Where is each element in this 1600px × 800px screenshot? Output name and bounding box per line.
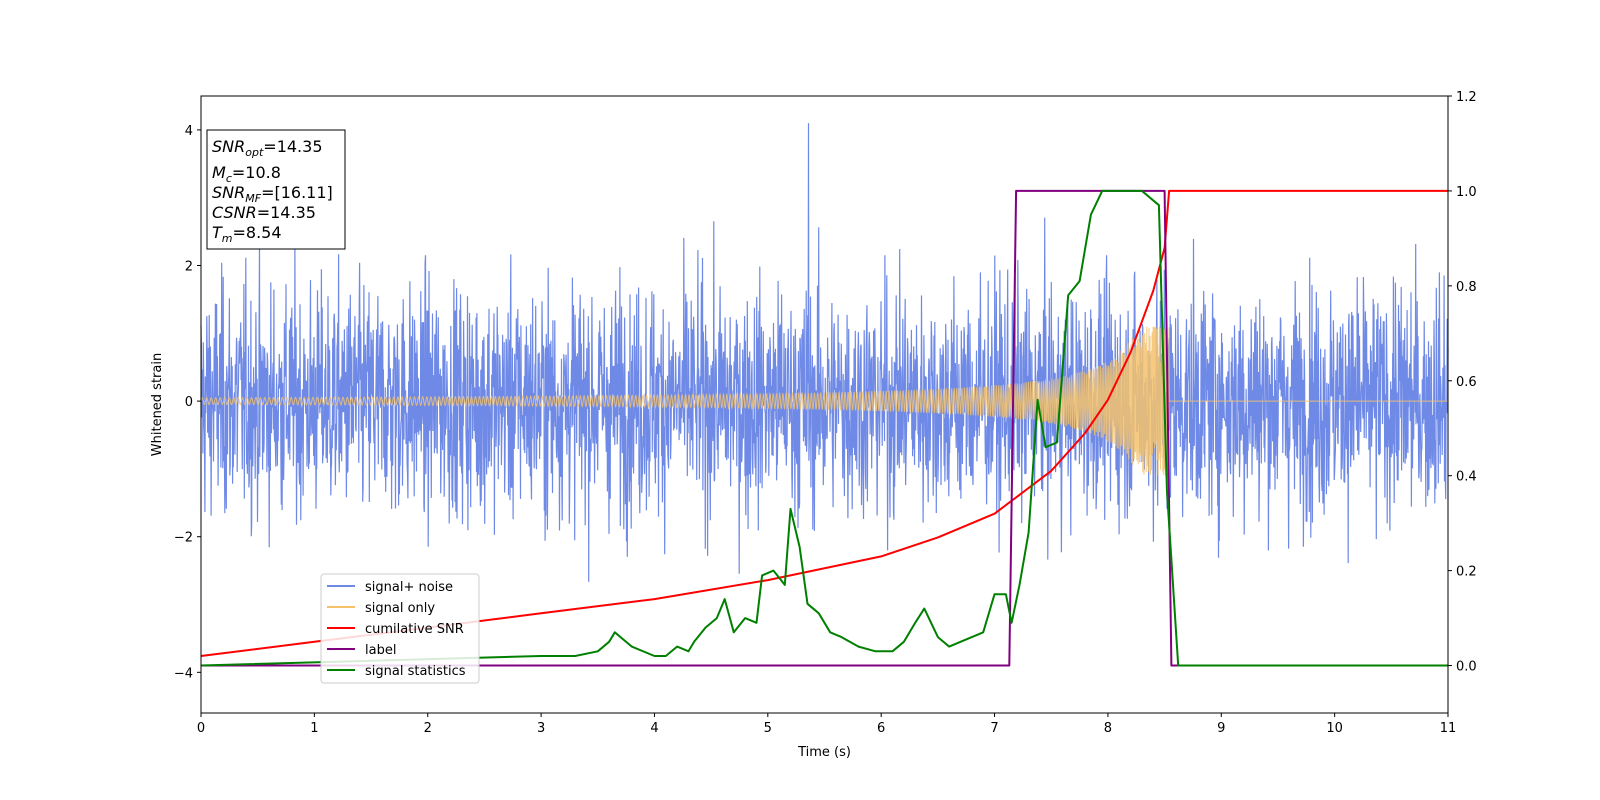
- x-axis-label: Time (s): [797, 745, 851, 760]
- x-tick-label: 10: [1326, 721, 1343, 736]
- y2-tick-label: 1.2: [1456, 90, 1477, 105]
- info-mc: Mc=10.8: [212, 163, 281, 185]
- y-tick-label: −2: [174, 531, 193, 546]
- chirp-series: [200, 326, 1448, 476]
- x-axis: 0 1 2 3 4 5 6 7 8 9 10 11: [197, 713, 1456, 736]
- legend-frame: [320, 573, 480, 684]
- noise-series: [200, 123, 1449, 582]
- legend-label-signal-noise: signal+ noise: [365, 580, 453, 595]
- y2-tick-label: 0.8: [1456, 280, 1477, 295]
- info-box: SNRopt=14.35 Mc=10.8 SNRMF=[16.11] CSNR=…: [206, 129, 346, 250]
- legend: signal+ noise signal only cumilative SNR…: [320, 573, 480, 684]
- info-tm: Tm=8.54: [212, 223, 282, 245]
- y-axis-right: 0.0 0.2 0.4 0.6 0.8 1.0 1.2: [1448, 90, 1477, 675]
- y2-tick-label: 0.4: [1456, 470, 1477, 485]
- x-tick-label: 4: [650, 721, 658, 736]
- y-axis-left: −4 −2 0 2 4: [174, 124, 201, 681]
- y-tick-label: 4: [185, 124, 193, 139]
- info-box-frame: [206, 129, 346, 250]
- x-tick-label: 7: [990, 721, 998, 736]
- signal-noise-line: [200, 123, 1449, 582]
- x-tick-label: 0: [197, 721, 205, 736]
- y-tick-label: 0: [185, 395, 193, 410]
- signal-only-line: [200, 326, 1448, 476]
- info-snr-opt: SNRopt=14.35: [212, 137, 323, 159]
- cumulative-snr-line: [200, 189, 1448, 657]
- y2-tick-label: 0.6: [1456, 375, 1477, 390]
- legend-label-signal-statistics: signal statistics: [365, 664, 466, 679]
- right-axis-series: [200, 189, 1448, 667]
- x-tick-label: 8: [1104, 721, 1112, 736]
- signal-statistics-line: [200, 189, 1448, 667]
- legend-label-cumulative-snr: cumilative SNR: [365, 622, 464, 637]
- y2-tick-label: 1.0: [1456, 185, 1477, 200]
- x-tick-label: 9: [1217, 721, 1225, 736]
- y-axis-label: Whitened strain: [150, 353, 165, 456]
- x-tick-label: 1: [310, 721, 318, 736]
- x-tick-label: 6: [877, 721, 885, 736]
- y-tick-label: 2: [185, 260, 193, 275]
- x-tick-label: 2: [424, 721, 432, 736]
- legend-label-signal-only: signal only: [365, 601, 435, 616]
- y-tick-label: −4: [174, 666, 193, 681]
- info-snr-mf: SNRMF=[16.11]: [212, 183, 333, 205]
- legend-label-label: label: [365, 643, 396, 658]
- x-tick-label: 5: [764, 721, 772, 736]
- x-tick-label: 11: [1440, 721, 1457, 736]
- x-tick-label: 3: [537, 721, 545, 736]
- info-csnr: CSNR=14.35: [212, 203, 316, 222]
- y2-tick-label: 0.0: [1456, 660, 1477, 675]
- plot-frame: [200, 95, 1449, 714]
- y2-tick-label: 0.2: [1456, 565, 1477, 580]
